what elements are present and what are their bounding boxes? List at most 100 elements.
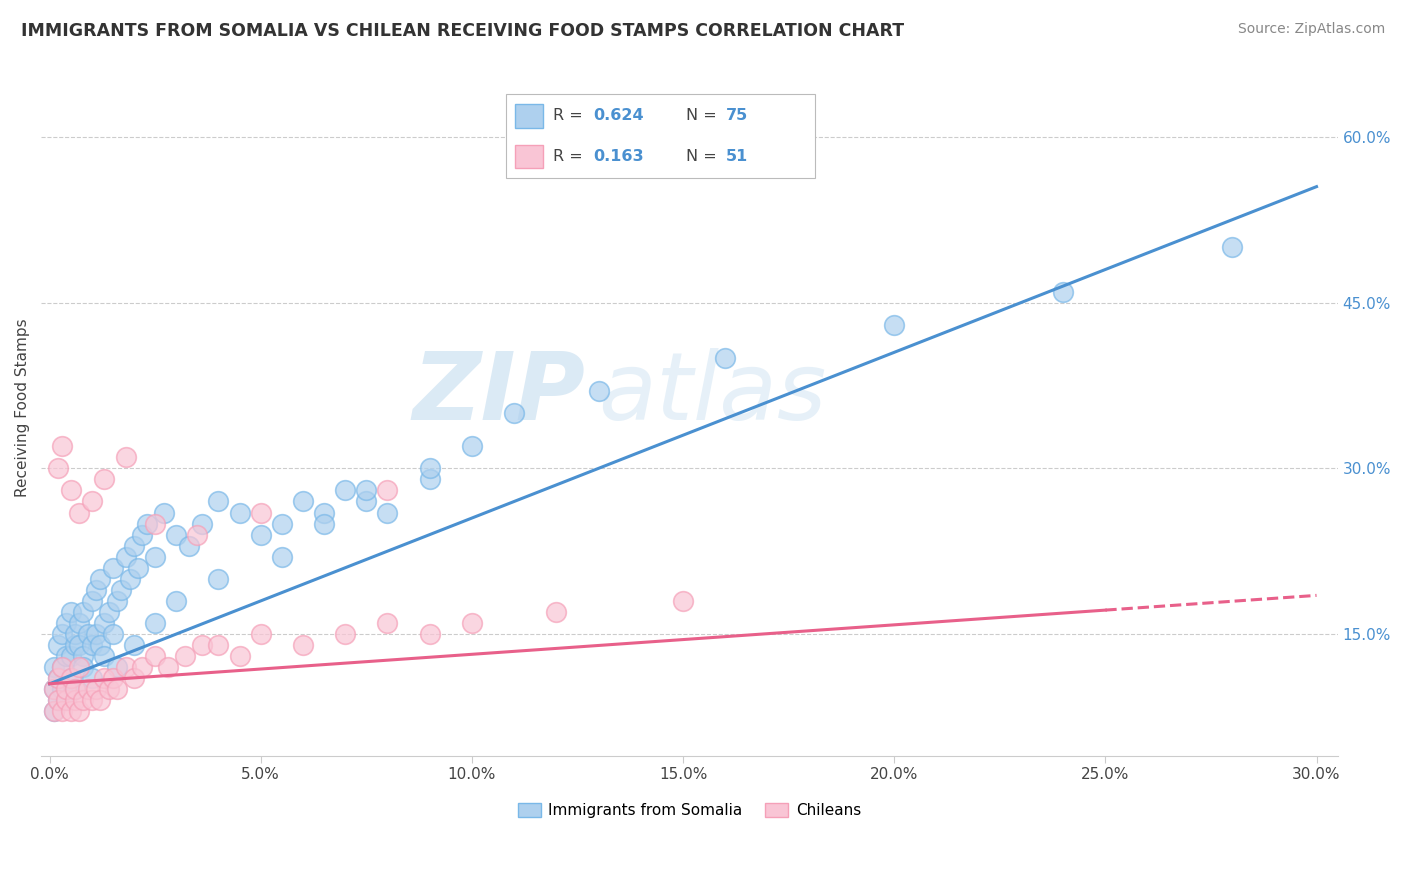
Point — [59, 483, 82, 498]
Point — [114, 660, 136, 674]
Point — [51, 627, 73, 641]
Point — [377, 506, 399, 520]
Point — [93, 472, 115, 486]
Point — [46, 671, 69, 685]
Point — [59, 671, 82, 685]
Text: R =: R = — [553, 108, 588, 123]
Point — [55, 693, 77, 707]
Point — [101, 671, 124, 685]
Point — [190, 638, 212, 652]
Point — [97, 605, 120, 619]
Point — [63, 638, 86, 652]
Point — [42, 705, 65, 719]
Point — [156, 660, 179, 674]
Point — [228, 649, 250, 664]
Point — [114, 549, 136, 564]
Point — [105, 682, 128, 697]
Point — [546, 605, 568, 619]
Point — [270, 549, 292, 564]
Text: N =: N = — [686, 149, 721, 164]
Point — [89, 693, 111, 707]
Point — [207, 572, 229, 586]
Point — [63, 682, 86, 697]
Point — [105, 594, 128, 608]
Point — [93, 649, 115, 664]
Point — [46, 638, 69, 652]
Text: 0.624: 0.624 — [593, 108, 644, 123]
Point — [714, 351, 737, 365]
Point — [72, 660, 94, 674]
Point — [46, 693, 69, 707]
Point — [51, 660, 73, 674]
Point — [1220, 240, 1243, 254]
Text: ZIP: ZIP — [413, 348, 586, 440]
Point — [270, 516, 292, 531]
Point — [101, 561, 124, 575]
Point — [419, 472, 441, 486]
Point — [190, 516, 212, 531]
Point — [1052, 285, 1074, 299]
Point — [127, 561, 149, 575]
Point — [84, 682, 107, 697]
Point — [97, 682, 120, 697]
Point — [883, 318, 905, 332]
Point — [356, 483, 378, 498]
Point — [672, 594, 695, 608]
Point — [207, 638, 229, 652]
Point — [89, 638, 111, 652]
Point — [55, 693, 77, 707]
Point — [461, 615, 484, 630]
Point — [67, 506, 90, 520]
Point — [122, 671, 145, 685]
Point — [84, 627, 107, 641]
Text: 0.163: 0.163 — [593, 149, 644, 164]
Point — [122, 539, 145, 553]
Point — [122, 638, 145, 652]
Point — [503, 406, 526, 420]
Point — [177, 539, 200, 553]
Point — [59, 649, 82, 664]
Point — [114, 450, 136, 465]
Point — [72, 693, 94, 707]
Point — [80, 494, 103, 508]
Point — [67, 615, 90, 630]
Point — [105, 660, 128, 674]
FancyBboxPatch shape — [516, 145, 543, 169]
Point — [55, 649, 77, 664]
Point — [46, 461, 69, 475]
Point — [118, 572, 141, 586]
Point — [80, 671, 103, 685]
Point — [588, 384, 610, 398]
Point — [80, 594, 103, 608]
Text: 51: 51 — [725, 149, 748, 164]
Point — [59, 705, 82, 719]
Point — [84, 582, 107, 597]
Legend: Immigrants from Somalia, Chileans: Immigrants from Somalia, Chileans — [512, 797, 868, 824]
Point — [356, 494, 378, 508]
Point — [46, 671, 69, 685]
Point — [335, 627, 357, 641]
Point — [249, 506, 271, 520]
Point — [228, 506, 250, 520]
Point — [165, 594, 187, 608]
Point — [143, 516, 166, 531]
Point — [152, 506, 174, 520]
Point — [291, 494, 314, 508]
FancyBboxPatch shape — [516, 103, 543, 128]
Point — [51, 682, 73, 697]
Point — [419, 627, 441, 641]
Point — [335, 483, 357, 498]
Point — [101, 627, 124, 641]
Text: N =: N = — [686, 108, 721, 123]
Point — [63, 627, 86, 641]
Point — [312, 516, 335, 531]
Point — [46, 693, 69, 707]
Point — [67, 705, 90, 719]
Y-axis label: Receiving Food Stamps: Receiving Food Stamps — [15, 318, 30, 497]
Point — [143, 549, 166, 564]
Point — [59, 605, 82, 619]
Point — [67, 638, 90, 652]
Point — [312, 506, 335, 520]
Point — [72, 605, 94, 619]
Point — [72, 649, 94, 664]
